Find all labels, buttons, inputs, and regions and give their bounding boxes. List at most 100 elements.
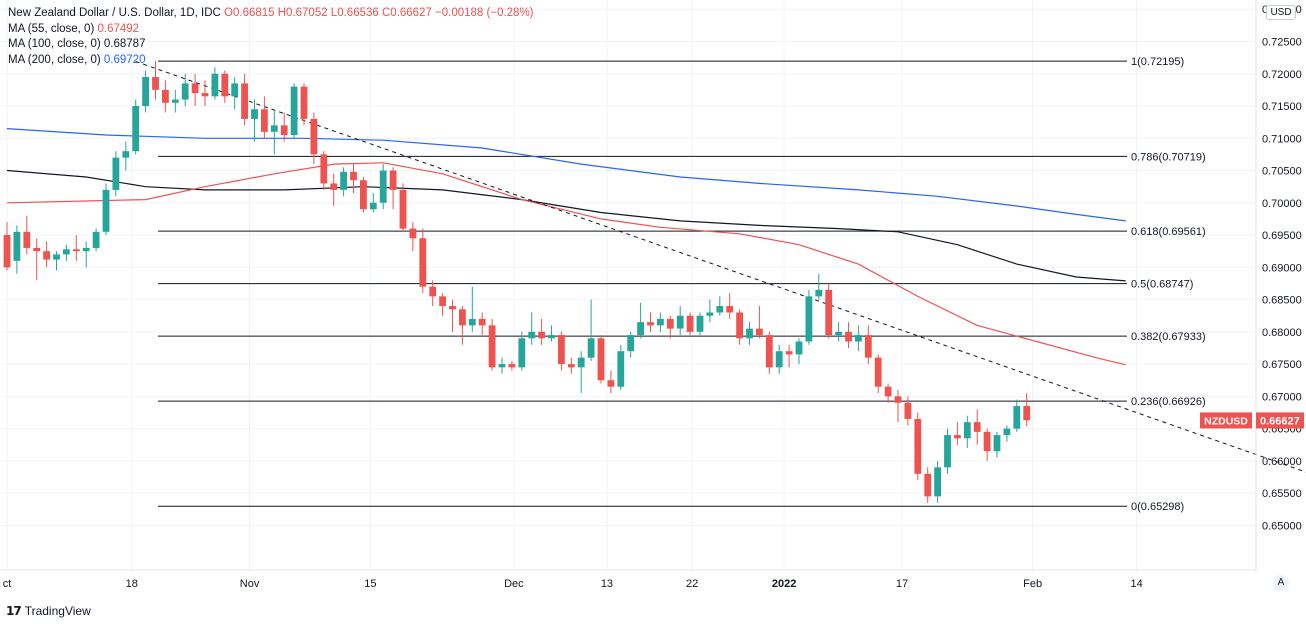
candle-bearish [686,312,694,336]
currency-badge[interactable]: USD [1266,5,1296,20]
candle-bullish [82,241,90,268]
candle-body [845,331,852,342]
candle-bearish [310,112,318,165]
candle-bearish [666,315,674,339]
candle-bearish [389,167,397,210]
candle-bearish [884,383,892,403]
candle-body [478,318,486,326]
candle-body [63,249,70,255]
x-tick-label: ct [3,578,12,590]
candle-body [72,249,80,252]
candle-bullish [528,312,536,345]
y-tick-label: 0.71000 [1262,133,1302,145]
candle-bullish [171,89,179,113]
legend-symbol-row: New Zealand Dollar / U.S. Dollar, 1D, ID… [8,6,534,22]
candle-body [468,318,476,326]
candle-bullish [696,312,704,336]
y-tick-label: 0.65000 [1262,520,1302,532]
candle-bullish [746,322,753,345]
candle-body [518,338,526,368]
candle-body [142,76,149,107]
candle-bearish [201,80,209,107]
symbol-tag-bg [1200,412,1252,429]
candle-body [716,306,724,313]
candle-body [181,83,189,100]
candle-body [934,467,941,497]
candle-bullish [1003,425,1011,442]
candle-bearish [973,409,981,445]
candle-body [993,435,1001,452]
candle-bullish [290,83,298,139]
y-tick-label: 0.70000 [1262,198,1302,210]
candle-body [548,335,555,339]
candle-body [617,351,625,387]
legend-ma200[interactable]: MA (200, close, 0) 0.69720 [8,53,534,69]
candle-body [270,125,278,132]
fib-level-label: 0.382(0.67933) [1131,331,1206,343]
candle-body [538,331,545,339]
candle-body [805,296,813,342]
candle-body [647,322,654,326]
candle-body [894,396,902,403]
candle-body [835,331,842,336]
candle-body [855,335,862,342]
fib-level-label: 0.786(0.70719) [1131,151,1206,163]
candle-bearish [320,151,328,190]
candle-body [924,473,932,497]
auto-scale-button[interactable]: A [1273,575,1289,591]
candle-bearish [419,228,427,294]
fibonacci-retracement[interactable]: 1(0.72195) 0.786(0.70719) 0.618(0.69561) 0.… [158,56,1206,513]
legend-ma55[interactable]: MA (55, close, 0) 0.67492 [8,22,534,38]
candle-body [954,435,961,439]
candle-body [567,364,575,368]
candle-bullish [855,325,862,352]
candle-bullish [13,225,21,274]
fib-level-label: 0(0.65298) [1131,501,1184,513]
price-axis[interactable]: 0.730000.725000.720000.715000.710000.705… [1262,4,1302,532]
symbol-tag-label: NZDUSD [1204,415,1248,427]
candle-bearish [399,183,407,232]
candle-bullish [340,167,347,197]
time-axis[interactable]: ct 18 Nov 15 Dec 13 22 2022 17 Feb 14 [3,578,1143,590]
candle-body [23,231,31,248]
candle-bearish [756,306,763,339]
candle-bullish [775,344,783,374]
candle-bullish [211,67,219,100]
candle-body [231,83,239,97]
candle-bearish [241,73,248,126]
candle-body [973,422,981,432]
candle-bullish [53,251,60,271]
candle-bullish [518,331,526,371]
candle-body [92,231,100,248]
candle-bearish [924,467,932,503]
legend-symbol[interactable]: New Zealand Dollar / U.S. Dollar, 1D, ID… [8,7,221,19]
candle-bearish [23,215,31,255]
legend-ma100[interactable]: MA (100, close, 0) 0.68787 [8,37,534,53]
moving-averages [6,128,1126,366]
candle-body [112,157,120,190]
tradingview-brand[interactable]: 17 TradingView [6,604,91,618]
x-tick-label: Nov [240,578,260,590]
candle-body [765,335,773,368]
tradingview-name: TradingView [24,604,91,618]
candle-bullish [1013,399,1021,432]
candle-body [409,228,417,239]
candle-bearish [558,331,565,371]
candle-body [251,109,258,119]
candle-bearish [825,283,833,339]
candle-body [330,183,338,190]
legend-ohlc: O0.66815 H0.67052 L0.66536 C0.66627 −0.0… [224,7,534,19]
candle-body [785,351,793,355]
fib-level-label: 0.5(0.68747) [1131,279,1193,291]
candle-bearish [647,312,654,332]
candle-body [637,322,644,336]
ma200-line [6,128,1126,222]
candle-bearish [597,335,605,384]
candle-bearish [350,164,357,194]
candle-body [310,118,318,155]
plot-area[interactable] [0,0,1256,570]
candle-bullish [993,431,1001,458]
candle-bullish [251,99,258,142]
candle-bullish [102,183,110,236]
